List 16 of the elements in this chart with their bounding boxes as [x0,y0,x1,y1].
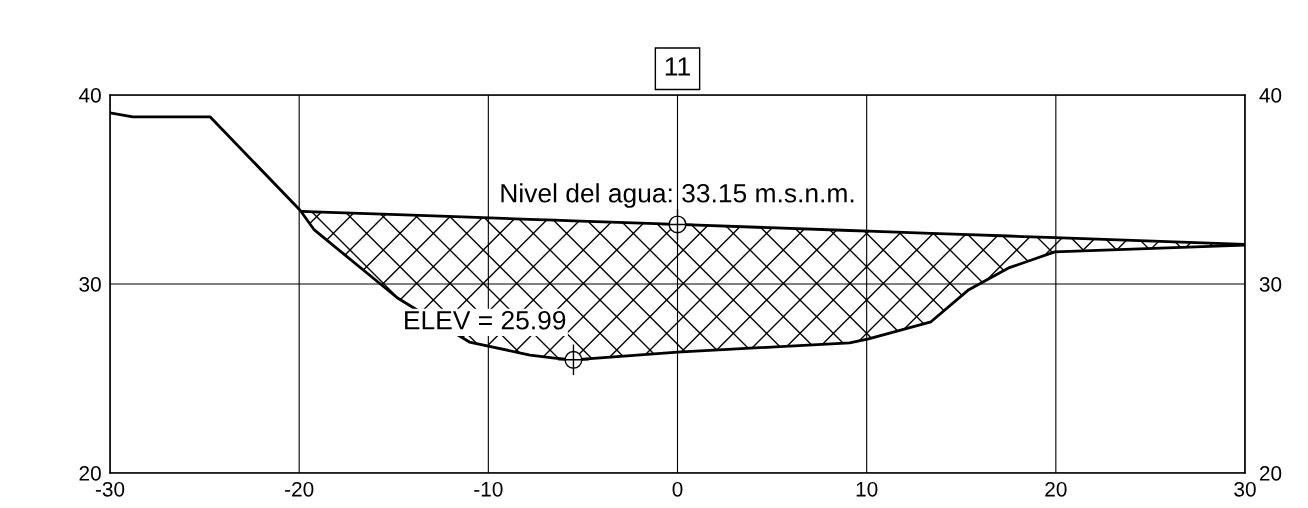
y-tick-label: 30 [79,277,101,292]
x-tick-label: 20 [1045,481,1067,497]
annotation: ELEV = 25.99 [405,310,566,330]
x-tick-label: 30 [1234,481,1256,497]
x-tick-label: -30 [95,481,125,497]
chart-title: 11 [665,57,690,76]
x-tick-label: 10 [856,481,878,497]
annotation: Nivel del agua: 33.15 m.s.n.m. [501,183,854,208]
y-tick-label: 20 [79,466,101,481]
y-tick-label: 40 [78,88,101,103]
y2-tick-label: 40 [1259,88,1282,103]
x-tick-label: -20 [285,481,314,497]
y2-tick-label: 30 [1259,277,1282,292]
x-tick-label: -10 [474,481,503,497]
y2-tick-label: 20 [1259,466,1282,481]
x-tick-label: 0 [672,481,683,497]
